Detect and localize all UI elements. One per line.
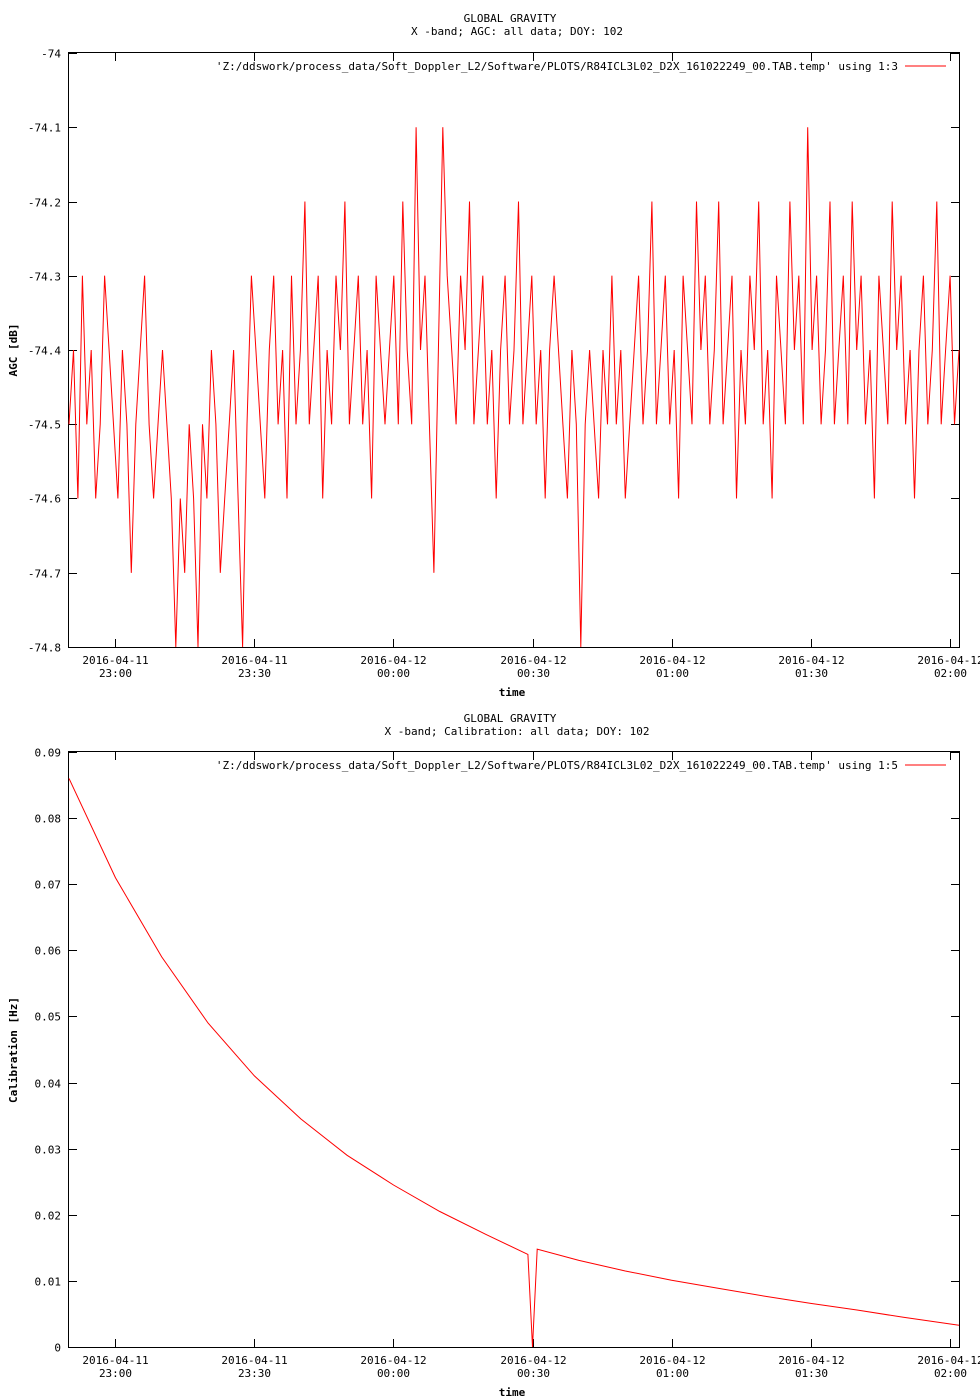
x-tick-time-label: 01:30 [795,1367,828,1380]
x-tick-date-label: 2016-04-12 [500,654,566,667]
calibration-series-line [68,778,960,1348]
calibration-chart-title: GLOBAL GRAVITY [464,712,557,725]
x-tick-time-label: 00:00 [377,667,410,680]
y-tick-label: 0.04 [35,1078,62,1091]
y-tick-label: 0 [54,1342,61,1355]
x-tick-time-label: 02:00 [934,1367,967,1380]
x-tick-date-label: 2016-04-12 [639,1354,705,1367]
y-tick-label: 0.07 [35,879,62,892]
calibration-chart-subtitle: X -band; Calibration: all data; DOY: 102 [385,725,650,738]
calibration-chart: GLOBAL GRAVITY X -band; Calibration: all… [7,712,980,1399]
calibration-x-axis: 2016-04-1123:002016-04-1123:302016-04-12… [82,752,980,1380]
x-tick-date-label: 2016-04-12 [778,1354,844,1367]
y-tick-label: 0.01 [35,1276,62,1289]
y-tick-label: 0.09 [35,747,62,760]
x-tick-date-label: 2016-04-12 [500,1354,566,1367]
x-tick-date-label: 2016-04-12 [360,1354,426,1367]
calibration-plot-frame [68,751,960,1348]
agc-chart-subtitle: X -band; AGC: all data; DOY: 102 [411,25,623,38]
x-tick-time-label: 23:30 [238,667,271,680]
y-tick-label: 0.03 [35,1144,62,1157]
y-tick-label: 0.05 [35,1011,62,1024]
agc-series-line [68,127,960,648]
x-tick-time-label: 23:30 [238,1367,271,1380]
x-tick-time-label: 23:00 [99,667,132,680]
calibration-x-axis-label: time [499,1386,526,1399]
y-tick-label: -74 [41,48,61,61]
x-tick-date-label: 2016-04-12 [639,654,705,667]
x-tick-time-label: 01:30 [795,667,828,680]
x-tick-date-label: 2016-04-11 [221,1354,287,1367]
agc-chart-title: GLOBAL GRAVITY [464,12,557,25]
agc-y-axis-label: AGC [dB] [7,324,20,377]
y-tick-label: -74.3 [28,271,61,284]
calibration-legend-label: 'Z:/ddswork/process_data/Soft_Doppler_L2… [216,759,898,772]
agc-plot-frame [68,52,960,648]
y-tick-label: -74.8 [28,642,61,655]
y-tick-label: -74.2 [28,197,61,210]
y-tick-label: -74.7 [28,568,61,581]
y-tick-label: -74.4 [28,345,61,358]
x-tick-time-label: 00:30 [517,1367,550,1380]
x-tick-date-label: 2016-04-11 [221,654,287,667]
y-tick-label: 0.06 [35,945,62,958]
calibration-y-axis-label: Calibration [Hz] [7,997,20,1103]
agc-legend-label: 'Z:/ddswork/process_data/Soft_Doppler_L2… [216,60,898,73]
y-tick-label: 0.08 [35,813,62,826]
calibration-y-axis: 0 0.01 0.02 0.03 0.04 0.05 0.06 0.07 0.08 0.09 [35,747,959,1355]
y-tick-label: -74.5 [28,419,61,432]
x-tick-time-label: 00:00 [377,1367,410,1380]
agc-x-axis: 2016-04-1123:002016-04-1123:302016-04-12… [82,53,980,680]
y-tick-label: 0.02 [35,1210,62,1223]
x-tick-date-label: 2016-04-12 [917,654,980,667]
x-tick-time-label: 00:30 [517,667,550,680]
y-tick-label: -74.1 [28,122,61,135]
x-tick-date-label: 2016-04-12 [778,654,844,667]
x-tick-time-label: 01:00 [656,667,689,680]
x-tick-time-label: 01:00 [656,1367,689,1380]
x-tick-date-label: 2016-04-11 [82,1354,148,1367]
agc-x-axis-label: time [499,686,526,699]
x-tick-date-label: 2016-04-11 [82,654,148,667]
x-tick-time-label: 02:00 [934,667,967,680]
agc-y-axis: -74 -74.1 -74.2 -74.3 -74.4 -74.5 -74.6 -74.7 -7… [28,48,959,655]
x-tick-time-label: 23:00 [99,1367,132,1380]
agc-chart: GLOBAL GRAVITY X -band; AGC: all data; D… [7,12,980,699]
x-tick-date-label: 2016-04-12 [360,654,426,667]
x-tick-date-label: 2016-04-12 [917,1354,980,1367]
y-tick-label: -74.6 [28,493,61,506]
